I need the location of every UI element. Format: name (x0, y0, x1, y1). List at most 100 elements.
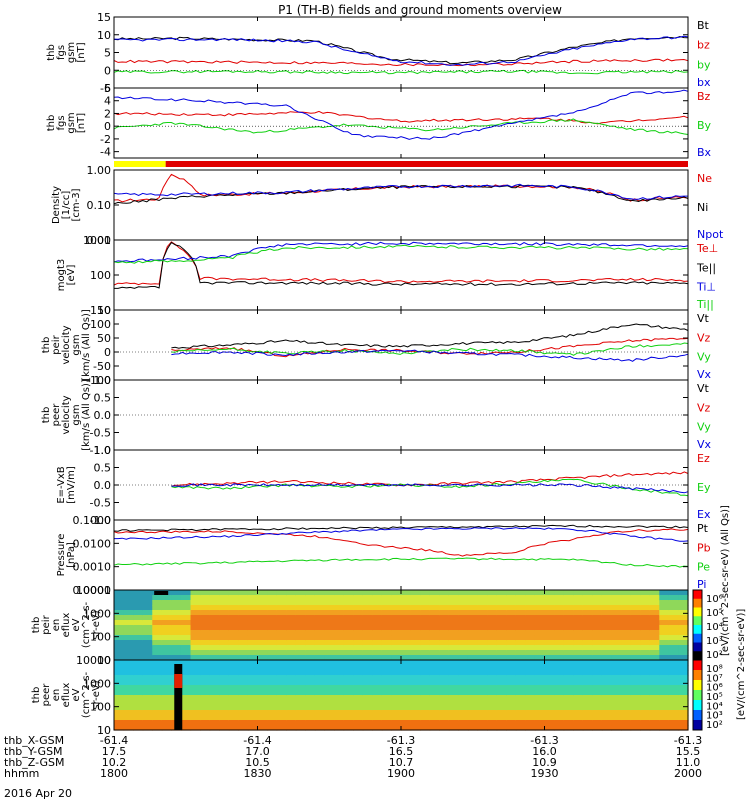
spectrogram-cell (621, 650, 632, 656)
spectrogram-cell (611, 590, 622, 596)
spectrogram-cell (487, 690, 498, 696)
spectrogram-cell (592, 620, 603, 626)
series-line-by (113, 118, 689, 135)
spectrogram-cell (515, 675, 526, 681)
spectrogram-cell (152, 725, 163, 731)
y-tick-label: -2 (100, 133, 111, 146)
spectrogram-cell (621, 700, 632, 706)
spectrogram-cell (276, 700, 287, 706)
spectrogram-cell (353, 635, 364, 641)
y-axis-label: gsm (71, 404, 82, 425)
spectrogram-cell (401, 715, 412, 721)
spectrogram-cell (467, 650, 479, 656)
spectrogram-cell (190, 625, 201, 631)
spectrogram-cell (142, 710, 153, 716)
spectrogram-cell (276, 725, 287, 731)
spectrogram-cell (611, 720, 622, 726)
spectrogram-cell (496, 705, 507, 711)
spectrogram-cell (554, 650, 565, 656)
spectrogram-cell (678, 670, 689, 676)
spectrogram-cell (353, 640, 364, 646)
spectrogram-cell (506, 705, 517, 711)
spectrogram-cell (420, 715, 431, 721)
spectrogram-cell (133, 610, 144, 616)
legend-entry: bx (697, 76, 711, 89)
spectrogram-cell (391, 655, 402, 661)
spectrogram-cell (161, 600, 172, 606)
spectrogram-cell (171, 620, 182, 626)
spectrogram-cell (267, 705, 278, 711)
spectrogram-cell (286, 600, 297, 606)
spectrogram-cell (544, 685, 555, 691)
spectrogram-cell (563, 700, 574, 706)
colorbar-segment (693, 633, 702, 643)
spectrogram-cell (276, 710, 287, 716)
spectrogram-cell (515, 625, 526, 631)
spectrogram-cell (649, 720, 660, 726)
spectrogram-cell (152, 695, 163, 701)
spectrogram-cell (190, 600, 201, 606)
spectrogram-cell (659, 695, 670, 701)
spectrogram-cell (343, 690, 354, 696)
spectrogram-cell (372, 635, 383, 641)
spectrogram-cell (649, 615, 660, 621)
spectrogram-cell (487, 620, 498, 626)
spectrogram-cell (563, 595, 574, 601)
spectrogram-cell (238, 675, 249, 681)
spectrogram-cell (544, 690, 555, 696)
spectrogram-cell (152, 655, 163, 661)
spectrogram-cell (353, 620, 364, 626)
spectrogram-cell (200, 655, 211, 661)
spectrogram-cell (506, 625, 517, 631)
spectrogram-cell (343, 655, 354, 661)
spectrogram-cell (420, 645, 431, 651)
spectrogram-cell (525, 620, 536, 626)
spectrogram-cell (142, 665, 153, 671)
spectrogram-cell (391, 625, 402, 631)
spectrogram-cell (410, 655, 421, 661)
spectrogram-cell (314, 635, 326, 641)
spectrogram-cell (573, 705, 584, 711)
spectrogram-cell (362, 665, 373, 671)
spectrogram-cell (496, 655, 507, 661)
spectrogram-cell (678, 625, 689, 631)
spectrogram-cell (142, 715, 153, 721)
spectrogram-cell (563, 720, 574, 726)
spectrogram-cell (678, 645, 689, 651)
spectrogram-cell (334, 715, 345, 721)
spectrogram-cell (611, 640, 622, 646)
spectrogram-cell (267, 595, 278, 601)
x-tick-label: 16.5 (389, 745, 414, 758)
spectrogram-cell (544, 645, 555, 651)
y-axis-label: sr-eV) (91, 680, 102, 709)
spectrogram-cell (659, 665, 670, 671)
spectrogram-cell (381, 715, 393, 721)
spectrogram-cell (180, 595, 192, 601)
spectrogram-cell (286, 630, 297, 636)
spectrogram-cell (152, 605, 163, 611)
spectrogram-cell (228, 645, 239, 651)
spectrogram-cell (563, 705, 574, 711)
spectrogram-cell (401, 725, 412, 731)
spectrogram-cell (601, 685, 613, 691)
spectrogram-cell (525, 700, 536, 706)
spectrogram-cell (410, 645, 421, 651)
colorbar-segment (693, 616, 702, 626)
spectrogram-cell (582, 625, 593, 631)
spectrogram-cell (640, 615, 651, 621)
spectrogram-cell (391, 615, 402, 621)
spectrogram-cell (295, 630, 306, 636)
spectrogram-cell (171, 590, 182, 596)
spectrogram-cell (314, 680, 326, 686)
data-gap-strip (174, 664, 183, 730)
spectrogram-cell (601, 680, 613, 686)
spectrogram-cell (362, 680, 373, 686)
spectrogram-cell (467, 675, 479, 681)
spectrogram-cell (305, 610, 316, 616)
spectrogram-cell (534, 600, 546, 606)
spectrogram-cell (219, 675, 230, 681)
spectrogram-cell (334, 635, 345, 641)
spectrogram-cell (544, 680, 555, 686)
spectrogram-cell (381, 625, 393, 631)
spectrogram-cell (496, 630, 507, 636)
